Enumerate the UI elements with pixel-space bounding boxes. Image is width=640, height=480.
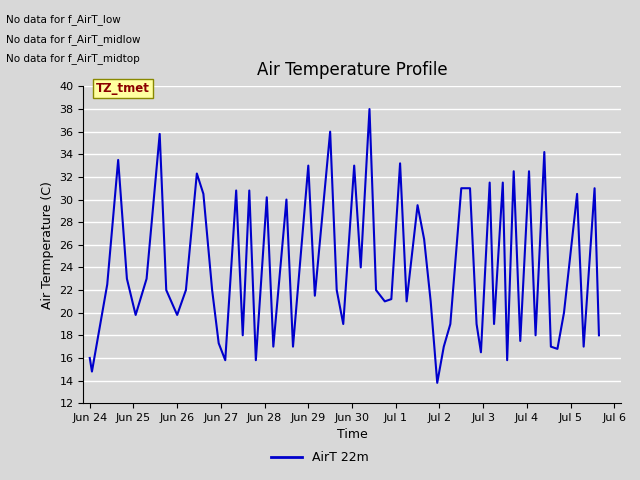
Legend: AirT 22m: AirT 22m bbox=[266, 446, 374, 469]
Text: No data for f_AirT_low: No data for f_AirT_low bbox=[6, 14, 121, 25]
Text: TZ_tmet: TZ_tmet bbox=[96, 82, 150, 95]
Y-axis label: Air Termperature (C): Air Termperature (C) bbox=[41, 181, 54, 309]
Text: No data for f_AirT_midlow: No data for f_AirT_midlow bbox=[6, 34, 141, 45]
Text: No data for f_AirT_midtop: No data for f_AirT_midtop bbox=[6, 53, 140, 64]
Title: Air Temperature Profile: Air Temperature Profile bbox=[257, 61, 447, 79]
X-axis label: Time: Time bbox=[337, 429, 367, 442]
